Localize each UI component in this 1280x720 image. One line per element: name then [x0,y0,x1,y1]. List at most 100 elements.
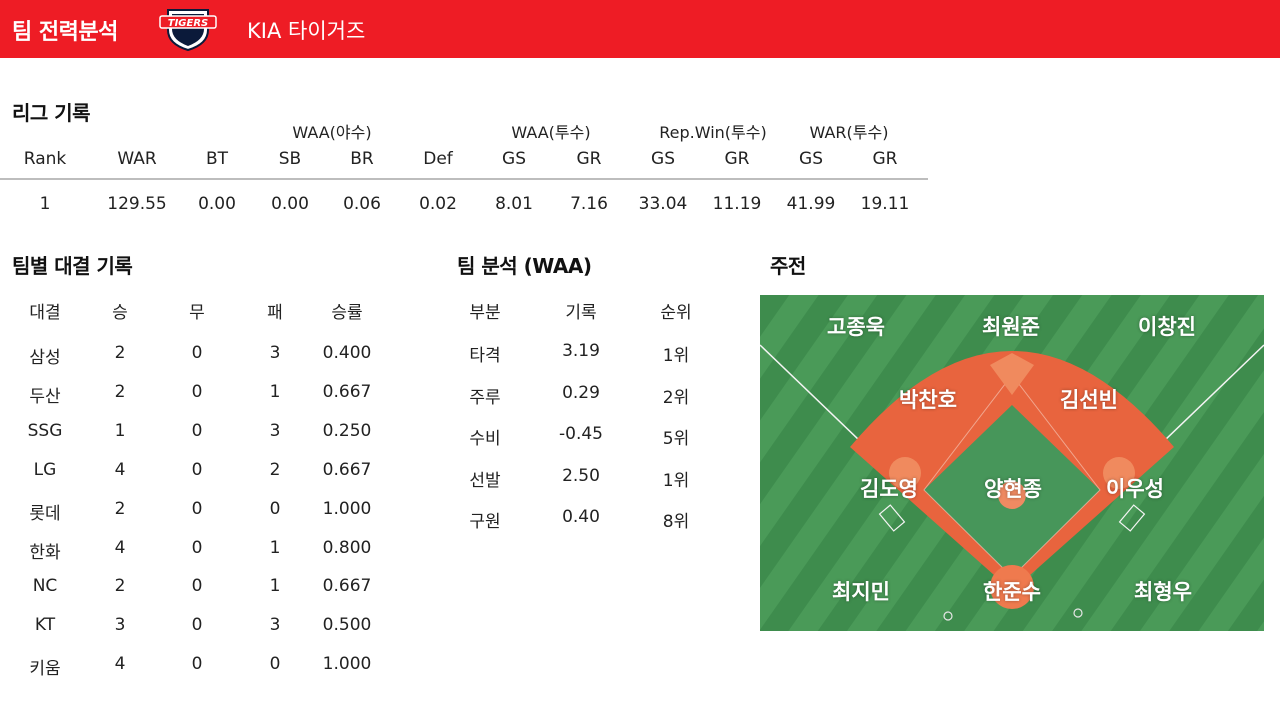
matchup-cell: 2 [114,498,126,519]
matchup-cell: 1 [269,537,281,558]
lineup-pitcher: 양현종 [984,477,1042,501]
matchup-header-cell: 패 [267,303,283,323]
page-title: 팀 전력분석 [12,20,118,45]
tigers-logo-icon: TIGERS [159,9,217,52]
analysis-cell: 1위 [662,470,690,491]
analysis-cell: 수비 [469,429,501,450]
matchup-cell: 4 [114,459,126,480]
matchup-cell: 2 [114,381,126,402]
analysis-cell: 1위 [662,346,690,366]
league-col-sb: SB [278,149,302,169]
svg-text:TIGERS: TIGERS [168,18,208,29]
analysis-cell: -0.45 [559,424,603,445]
matchup-cell: 0 [191,537,203,558]
matchup-cell: 1 [269,576,281,597]
league-col-waa-gs: GS [502,149,526,169]
league-col-rep-gr: GR [724,149,750,169]
matchup-header-cell: 대결 [29,303,61,323]
matchup-cell: 0.800 [322,537,372,558]
analysis-cell: 선발 [469,470,501,491]
analysis-cell: 2위 [662,387,690,408]
matchup-cell: 삼성 [29,348,61,368]
matchup-cell: LG [33,459,57,480]
matchup-cell: 1.000 [322,498,372,519]
analysis-cell: 구원 [469,512,501,533]
league-cell-br: 0.06 [343,194,381,214]
league-cell-def: 0.02 [419,194,457,214]
matchup-cell: 2 [114,576,126,597]
league-col-war-gr: GR [872,149,898,169]
league-cell-war: 129.55 [107,194,167,214]
matchup-cell: 키움 [29,659,61,680]
matchup-cell: 0.667 [322,576,372,597]
group-header-war-pitcher: WAR(투수) [809,123,889,142]
league-col-rank: Rank [23,149,67,169]
top-header-bar: 팀 전력분석 TIGERS KIA 타이거즈 [0,0,1280,58]
analysis-cell: 8위 [662,512,690,533]
analysis-cell: 0.40 [562,507,600,528]
analysis-cell: 타격 [469,346,501,366]
league-cell-war-gr: 19.11 [860,194,910,214]
matchup-cell: 0 [191,459,203,480]
matchup-cell: 0 [191,498,203,519]
lineup-second-base: 김선빈 [1060,388,1118,412]
analysis-cell: 5위 [662,429,690,450]
matchup-cell: SSG [27,420,63,441]
matchup-cell: 4 [114,654,126,675]
matchup-cell: 0.500 [322,615,372,636]
analysis-header-cell: 기록 [565,303,597,323]
matchup-cell: 0 [191,615,203,636]
league-cell-bt: 0.00 [198,194,236,214]
lineup-title: 주전 [770,254,806,278]
matchup-cell: 0.250 [322,420,372,441]
matchup-cell: NC [32,576,58,597]
league-col-war: WAR [117,149,157,169]
lineup-shortstop: 박찬호 [899,388,957,412]
league-cell-war-gs: 41.99 [786,194,836,214]
matchup-cell: 0 [191,576,203,597]
league-cell-rank: 1 [39,194,51,214]
lineup-center-field: 최원준 [982,315,1040,339]
league-cell-waa-gs: 8.01 [495,194,533,214]
team-analysis-title: 팀 분석 (WAA) [457,254,592,278]
lineup-designated-hitter: 최지민 [832,580,890,604]
league-cell-sb: 0.00 [271,194,309,214]
matchup-cell: 한화 [29,542,61,563]
league-col-bt: BT [205,149,229,169]
matchup-cell: 1 [269,381,281,402]
lineup-right-field: 이창진 [1138,315,1196,339]
matchup-cell: 4 [114,537,126,558]
lineup-third-base: 김도영 [860,477,918,501]
league-col-def: Def [423,149,453,169]
matchup-cell: 3 [269,420,281,441]
matchup-record-title: 팀별 대결 기록 [12,254,133,278]
matchup-cell: 2 [114,343,126,363]
league-header-divider [0,178,928,180]
lineup-utility: 최형우 [1134,580,1192,604]
matchup-cell: 0 [191,420,203,441]
matchup-cell: 1 [114,420,126,441]
matchup-cell: 0 [269,654,281,675]
matchup-header-cell: 승률 [331,303,363,323]
matchup-cell: 두산 [29,386,61,407]
team-name: KIA 타이거즈 [247,19,366,43]
league-col-waa-gr: GR [576,149,602,169]
group-header-waa-pitcher: WAA(투수) [511,123,591,142]
analysis-cell: 3.19 [562,341,600,361]
matchup-cell: 0.400 [322,343,372,363]
matchup-cell: 2 [269,459,281,480]
field-illustration [760,295,1264,631]
matchup-cell: 3 [269,615,281,636]
baseball-field-diagram: 고종욱 최원준 이창진 박찬호 김선빈 김도영 양현종 이우성 최지민 한준수 … [760,295,1264,631]
matchup-cell: 1.000 [322,654,372,675]
matchup-cell: 0 [191,654,203,675]
analysis-header-cell: 부분 [469,303,501,323]
matchup-cell: 3 [114,615,126,636]
league-cell-waa-gr: 7.16 [570,194,608,214]
league-cell-rep-gr: 11.19 [712,194,762,214]
matchup-header-cell: 무 [189,303,205,323]
matchup-cell: 0 [191,343,203,363]
matchup-header-cell: 승 [112,303,128,323]
matchup-cell: 0.667 [322,381,372,402]
league-col-br: BR [350,149,374,169]
